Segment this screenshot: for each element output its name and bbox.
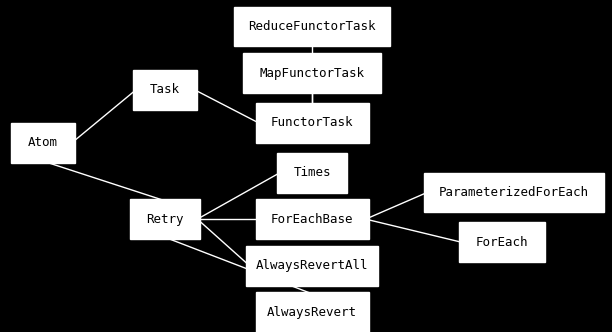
FancyBboxPatch shape [11,123,75,163]
Text: Atom: Atom [28,136,58,149]
FancyBboxPatch shape [277,153,348,193]
Text: ForEachBase: ForEachBase [271,212,353,226]
Text: MapFunctorTask: MapFunctorTask [259,66,365,80]
FancyBboxPatch shape [133,70,197,110]
FancyBboxPatch shape [234,7,390,46]
FancyBboxPatch shape [459,222,545,262]
Text: FunctorTask: FunctorTask [271,116,353,129]
Text: AlwaysRevert: AlwaysRevert [267,305,357,319]
FancyBboxPatch shape [424,173,605,212]
Text: AlwaysRevertAll: AlwaysRevertAll [256,259,368,272]
Text: ParameterizedForEach: ParameterizedForEach [439,186,589,199]
Text: Retry: Retry [146,212,184,226]
FancyBboxPatch shape [256,292,368,332]
FancyBboxPatch shape [244,53,381,93]
Text: Task: Task [150,83,181,96]
Text: Times: Times [293,166,331,179]
FancyBboxPatch shape [256,103,368,143]
Text: ReduceFunctorTask: ReduceFunctorTask [248,20,376,33]
FancyBboxPatch shape [246,246,378,286]
FancyBboxPatch shape [130,199,201,239]
FancyBboxPatch shape [256,199,368,239]
Text: ForEach: ForEach [476,236,528,249]
